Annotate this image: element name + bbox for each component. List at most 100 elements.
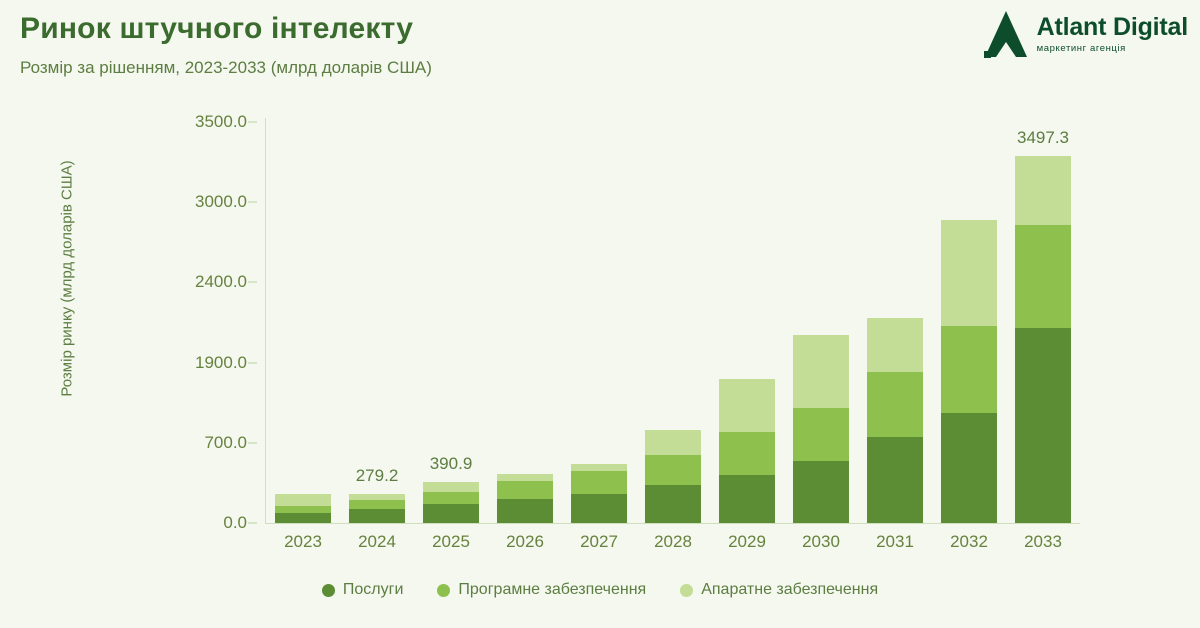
logo-dot [983, 51, 991, 58]
y-axis-line [265, 118, 266, 523]
bar-segment-hardware[interactable] [423, 481, 479, 492]
stacked-bar[interactable] [645, 430, 701, 523]
bar-segment-services[interactable] [275, 513, 331, 523]
logo-tagline: маркетинг агенція [1036, 42, 1126, 54]
bar-segment-software[interactable] [275, 505, 331, 514]
bar-segment-services[interactable] [645, 484, 701, 523]
upward-arrow-icon [983, 9, 1029, 59]
bar-segment-services[interactable] [497, 499, 553, 523]
bar-segment-software[interactable] [793, 408, 849, 461]
bar-group[interactable]: 2030 [793, 100, 849, 551]
bar-group[interactable]: 279.2 2024 [349, 100, 405, 551]
x-axis-tick-label: 2024 [358, 532, 396, 551]
bar-segment-software[interactable] [349, 500, 405, 509]
chart-header: Ринок штучного інтелекту Розмір за рішен… [0, 0, 1200, 100]
x-axis-tick-label: 2023 [284, 532, 322, 551]
y-axis-tick-label: 700.0 [204, 432, 247, 452]
bar-segment-services[interactable] [1015, 328, 1071, 523]
page-title: Ринок штучного інтелекту [20, 12, 414, 45]
bar-segment-hardware[interactable] [941, 220, 997, 326]
bar-segment-software[interactable] [941, 325, 997, 413]
stacked-bar[interactable] [941, 220, 997, 523]
bar-segment-hardware[interactable] [793, 335, 849, 409]
bar-group[interactable]: 2023 [275, 100, 331, 551]
bar-segment-services[interactable] [719, 475, 775, 523]
bar-segment-hardware[interactable] [867, 318, 923, 372]
bar-value-label: 279.2 [355, 465, 399, 485]
bar-segment-hardware[interactable] [497, 474, 553, 481]
legend-swatch-icon [321, 583, 335, 597]
stacked-bar[interactable] [497, 474, 553, 523]
bar-group[interactable]: 2032 [941, 100, 997, 551]
bar-segment-hardware[interactable] [1015, 156, 1071, 225]
bar-segment-services[interactable] [423, 503, 479, 523]
x-axis-line [265, 523, 1080, 524]
bar-segment-hardware[interactable] [719, 379, 775, 433]
y-axis-tick-label: 2400.0 [195, 272, 247, 292]
y-axis-tick-mark [248, 442, 257, 444]
bar-group[interactable]: 390.9 2025 [423, 100, 479, 551]
chart-legend: Послуги Програмне забезпечення Апаратне за… [0, 570, 1200, 610]
bar-value-label: 390.9 [429, 453, 473, 473]
stacked-bar[interactable] [719, 379, 775, 523]
bar-segment-services[interactable] [349, 508, 405, 523]
bar-group[interactable]: 2026 [497, 100, 553, 551]
x-axis-tick-label: 2029 [728, 532, 766, 551]
x-axis-tick-label: 2026 [506, 532, 544, 551]
bar-group[interactable]: 2028 [645, 100, 701, 551]
y-axis-tick-mark [248, 121, 257, 123]
x-axis-tick-label: 2030 [802, 532, 840, 551]
bar-segment-software[interactable] [571, 471, 627, 495]
bar-group[interactable]: 3497.3 2033 [1015, 100, 1071, 551]
stacked-bar[interactable] [349, 493, 405, 523]
bar-segment-software[interactable] [497, 480, 553, 500]
y-axis-tick-mark [248, 362, 257, 364]
x-axis-tick-label: 2027 [580, 532, 618, 551]
bar-segment-hardware[interactable] [275, 494, 331, 506]
bar-segment-services[interactable] [941, 412, 997, 523]
legend-swatch-icon [680, 583, 694, 597]
legend-item[interactable]: Програмне забезпечення [437, 581, 646, 599]
bar-segment-software[interactable] [867, 371, 923, 437]
logo-text-block: Atlant Digital маркетинг агенція [1036, 12, 1189, 54]
stacked-bar[interactable] [275, 494, 331, 523]
plot-area: 2023 279.2 2024 390.9 2025 2026 2027 2028 2029 20… [266, 100, 1080, 551]
page-subtitle: Розмір за рішенням, 2023-2033 (млрд дола… [20, 58, 432, 77]
bar-group[interactable]: 2029 [719, 100, 775, 551]
bar-group[interactable]: 2031 [867, 100, 923, 551]
bar-segment-hardware[interactable] [571, 463, 627, 472]
stacked-bar[interactable] [793, 335, 849, 523]
bar-segment-software[interactable] [1015, 224, 1071, 329]
bar-segment-services[interactable] [793, 460, 849, 523]
legend-item[interactable]: Апаратне забезпечення [680, 581, 878, 599]
bar-segment-hardware[interactable] [645, 430, 701, 456]
stacked-bar-chart: Розмір ринку (млрд доларів США) 0.0 700.0… [0, 100, 1200, 570]
legend-swatch-icon [437, 583, 451, 597]
y-axis-tick-label: 0.0 [223, 513, 247, 532]
bar-segment-services[interactable] [571, 494, 627, 523]
y-axis-tick-mark [248, 281, 257, 283]
legend-item[interactable]: Послуги [321, 581, 404, 599]
stacked-bar[interactable] [423, 481, 479, 523]
bar-group[interactable]: 2027 [571, 100, 627, 551]
x-axis-tick-label: 2025 [432, 532, 470, 551]
y-axis-tick-label: 1900.0 [195, 352, 247, 372]
x-axis-tick-label: 2032 [950, 532, 988, 551]
y-axis-tick-label: 3500.0 [195, 112, 247, 131]
bar-segment-hardware[interactable] [349, 493, 405, 501]
x-axis-tick-label: 2031 [876, 532, 914, 551]
bar-value-label: 3497.3 [1017, 128, 1069, 148]
bar-segment-software[interactable] [423, 491, 479, 504]
logo-name: Atlant Digital [1036, 12, 1189, 41]
bar-segment-software[interactable] [719, 432, 775, 476]
bar-segment-services[interactable] [867, 436, 923, 523]
legend-label: Програмне забезпечення [458, 581, 647, 598]
legend-label: Апаратне забезпечення [701, 581, 879, 598]
legend-label: Послуги [342, 581, 404, 598]
x-axis-tick-label: 2033 [1024, 532, 1062, 551]
stacked-bar[interactable] [571, 463, 627, 523]
stacked-bar[interactable] [1015, 156, 1071, 523]
stacked-bar[interactable] [867, 318, 923, 523]
bar-segment-software[interactable] [645, 455, 701, 485]
x-axis-tick-label: 2028 [654, 532, 692, 551]
